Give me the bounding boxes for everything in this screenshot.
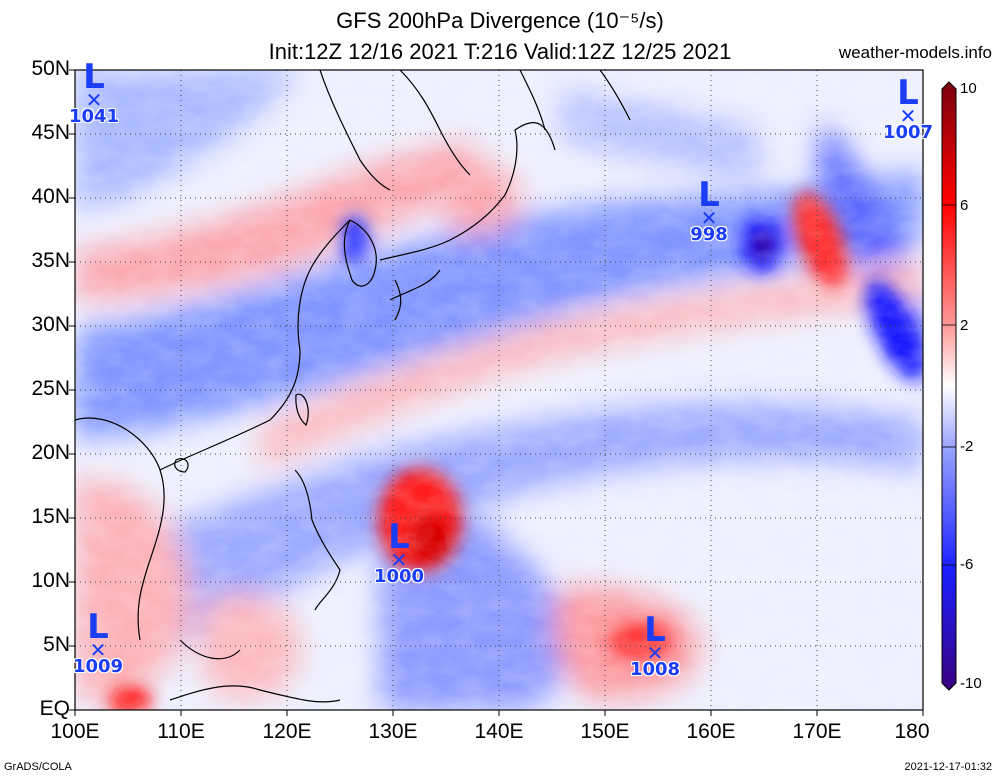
low-pressure-value: 1008 <box>629 659 681 680</box>
lon-label: 150E <box>580 720 630 743</box>
footer-software-label: GrADS/COLA <box>4 761 72 773</box>
coastlines <box>75 70 631 703</box>
low-letter-icon: L <box>644 610 666 650</box>
grid <box>75 70 923 710</box>
low-center-x-icon: ✕ <box>646 641 664 665</box>
low-letter-icon: L <box>388 517 410 557</box>
axis-ticks <box>69 69 924 716</box>
lon-label: 180 <box>894 720 930 743</box>
lat-label: 15N <box>31 505 70 528</box>
low-pressure-marker: L ✕ 1041 <box>66 57 122 127</box>
lat-label: EQ <box>39 697 70 720</box>
lon-label: 120E <box>262 720 312 743</box>
lon-label: 140E <box>474 720 524 743</box>
low-pressure-value: 998 <box>690 224 728 245</box>
low-letter-icon: L <box>87 607 109 647</box>
lat-label: 40N <box>31 185 70 208</box>
lat-label: 35N <box>31 249 70 272</box>
lon-label: 170E <box>792 720 842 743</box>
low-center-x-icon: ✕ <box>899 104 917 128</box>
colorbar-label: 6 <box>960 197 969 214</box>
colorbar-label: -10 <box>960 675 982 692</box>
low-center-x-icon: ✕ <box>89 638 107 662</box>
low-pressure-value: 1000 <box>373 566 425 587</box>
low-pressure-marker: L ✕ 1000 <box>369 517 429 587</box>
lat-label: 25N <box>31 377 70 400</box>
lon-label: 110E <box>157 720 205 743</box>
field-layer <box>75 70 923 710</box>
lat-label: 50N <box>31 57 70 80</box>
colorbar-label: -2 <box>960 438 974 455</box>
low-letter-icon: L <box>83 57 105 97</box>
colorbar-label: -6 <box>960 556 974 573</box>
low-pressure-value: 1007 <box>882 122 934 143</box>
lon-label: 160E <box>686 720 736 743</box>
low-letter-icon: L <box>897 73 919 113</box>
lat-label: 10N <box>31 569 70 592</box>
website-label[interactable]: weather-models.info <box>838 43 992 62</box>
colorbar <box>941 81 957 691</box>
lon-label: 130E <box>368 720 418 743</box>
low-pressure-marker: L ✕ 1009 <box>68 607 128 677</box>
low-letter-icon: L <box>698 175 720 215</box>
low-pressure-value: 1041 <box>68 106 120 127</box>
low-pressure-marker: L ✕ 998 <box>683 175 735 245</box>
colorbar-label: 10 <box>960 80 977 97</box>
lon-label: 100E <box>50 720 100 743</box>
low-pressure-marker: L ✕ 1008 <box>625 610 685 680</box>
low-center-x-icon: ✕ <box>390 548 408 572</box>
low-center-x-icon: ✕ <box>85 88 103 112</box>
lat-label: 30N <box>31 313 70 336</box>
title-line-1: GFS 200hPa Divergence (10⁻⁵/s) <box>336 8 664 33</box>
title-line-2: Init:12Z 12/16 2021 T:216 Valid:12Z 12/2… <box>268 39 732 64</box>
lat-label: 5N <box>43 633 70 656</box>
low-center-x-icon: ✕ <box>700 206 718 230</box>
colorbar-label: 2 <box>960 317 969 334</box>
footer-timestamp: 2021-12-17-01:32 <box>904 761 992 773</box>
lat-label: 20N <box>31 441 70 464</box>
lat-label: 45N <box>31 121 70 144</box>
low-pressure-marker: L ✕ 1007 <box>878 73 938 143</box>
low-pressure-value: 1009 <box>72 656 124 677</box>
